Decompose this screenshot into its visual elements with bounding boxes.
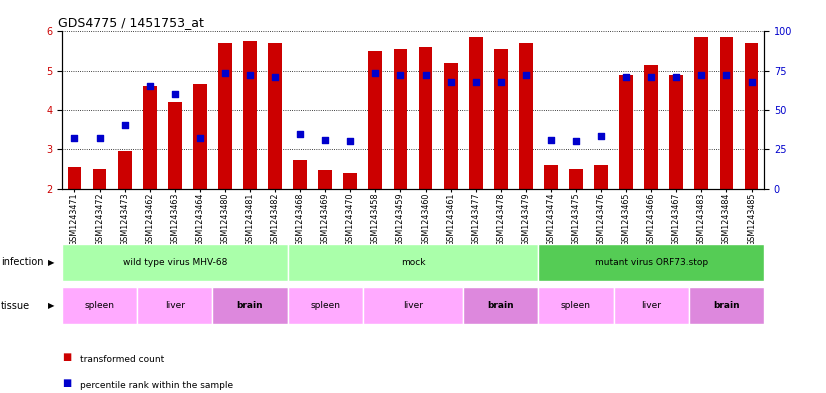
Bar [218,43,232,189]
Bar [193,84,206,189]
Bar [469,37,482,189]
Point [293,131,306,138]
Bar [519,43,533,189]
Bar [463,287,539,324]
Point [419,72,432,79]
Point [719,72,733,79]
Point [444,79,458,85]
Point [494,79,507,85]
Text: liver: liver [641,301,661,310]
Point [268,73,282,80]
Text: liver: liver [165,301,185,310]
Bar [419,47,433,189]
Text: wild type virus MHV-68: wild type virus MHV-68 [122,258,227,267]
Text: transformed count: transformed count [80,355,164,364]
Bar [569,169,583,189]
Bar [744,43,758,189]
Text: GDS4775 / 1451753_at: GDS4775 / 1451753_at [59,16,204,29]
Bar [62,287,137,324]
Text: spleen: spleen [84,301,115,310]
Point [695,72,708,79]
Bar [669,75,683,189]
Point [319,136,332,143]
Point [344,138,357,144]
Point [68,134,81,141]
Bar [68,167,82,189]
Bar [118,151,131,189]
Text: ▶: ▶ [48,301,55,310]
Bar [168,102,182,189]
Bar [539,244,764,281]
Point [644,73,657,80]
Text: brain: brain [237,301,263,310]
Bar [368,51,382,189]
Bar [93,169,107,189]
Text: brain: brain [713,301,740,310]
Point [93,135,107,141]
Point [544,136,558,143]
Bar [318,170,332,189]
Point [193,135,206,141]
Bar [695,37,708,189]
Bar [494,49,508,189]
Text: tissue: tissue [1,301,30,310]
Text: spleen: spleen [561,301,591,310]
Point [169,90,182,97]
Text: mock: mock [401,258,425,267]
Point [244,72,257,79]
Point [745,79,758,85]
Text: infection: infection [1,257,43,267]
Point [143,83,156,89]
Point [469,79,482,85]
Bar [594,165,608,189]
Text: ■: ■ [62,378,71,388]
Bar [287,244,539,281]
Bar [293,160,307,189]
Bar [614,287,689,324]
Text: brain: brain [487,301,514,310]
Text: ▶: ▶ [48,258,55,267]
Point [569,138,582,144]
Point [118,122,131,128]
Bar [620,75,633,189]
Bar [137,287,212,324]
Text: liver: liver [403,301,423,310]
Point [620,73,633,80]
Point [520,72,533,79]
Bar [62,244,287,281]
Text: ■: ■ [62,352,71,362]
Bar [344,173,357,189]
Text: spleen: spleen [311,301,340,310]
Bar [393,49,407,189]
Point [394,72,407,79]
Bar [544,165,558,189]
Bar [719,37,733,189]
Bar [689,287,764,324]
Point [218,70,231,76]
Bar [143,86,157,189]
Bar [539,287,614,324]
Bar [644,65,658,189]
Bar [268,43,282,189]
Point [595,132,608,139]
Bar [363,287,463,324]
Point [670,73,683,80]
Text: mutant virus ORF73.stop: mutant virus ORF73.stop [595,258,708,267]
Text: percentile rank within the sample: percentile rank within the sample [80,382,233,390]
Bar [287,287,363,324]
Bar [212,287,287,324]
Bar [444,63,458,189]
Point [368,70,382,76]
Bar [243,41,257,189]
